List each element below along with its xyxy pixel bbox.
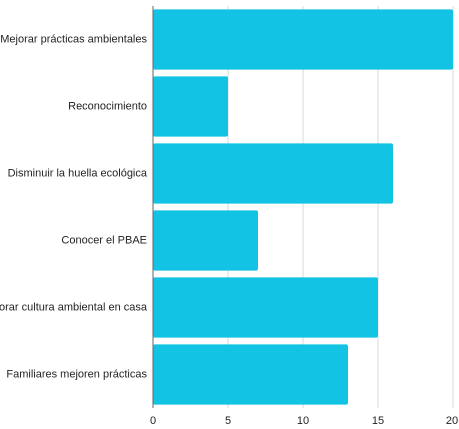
category-labels: Mejorar prácticas ambientales Reconocimie… — [0, 33, 148, 380]
bar-1 — [153, 76, 228, 137]
x-tick-label-20: 20 — [446, 415, 458, 427]
gridlines — [227, 6, 454, 408]
x-tick-label-10: 10 — [297, 415, 309, 427]
category-label-4: Mejorar cultura ambiental en casa — [0, 301, 148, 313]
bar-3 — [153, 210, 258, 271]
x-tick-labels: 0 5 10 15 20 — [150, 415, 458, 427]
bars — [153, 9, 453, 405]
bar-5 — [153, 344, 348, 405]
bar-2 — [153, 143, 393, 204]
bar-4 — [153, 277, 378, 338]
category-label-1: Reconocimiento — [68, 100, 147, 112]
x-tick-label-5: 5 — [225, 415, 231, 427]
bar-0 — [153, 9, 453, 70]
x-tick-label-0: 0 — [150, 415, 156, 427]
category-label-0: Mejorar prácticas ambientales — [0, 33, 147, 45]
category-label-3: Conocer el PBAE — [61, 234, 147, 246]
category-label-5: Familiares mejoren prácticas — [6, 368, 147, 380]
x-tick-label-15: 15 — [372, 415, 384, 427]
category-label-2: Disminuir la huella ecológica — [8, 167, 148, 179]
